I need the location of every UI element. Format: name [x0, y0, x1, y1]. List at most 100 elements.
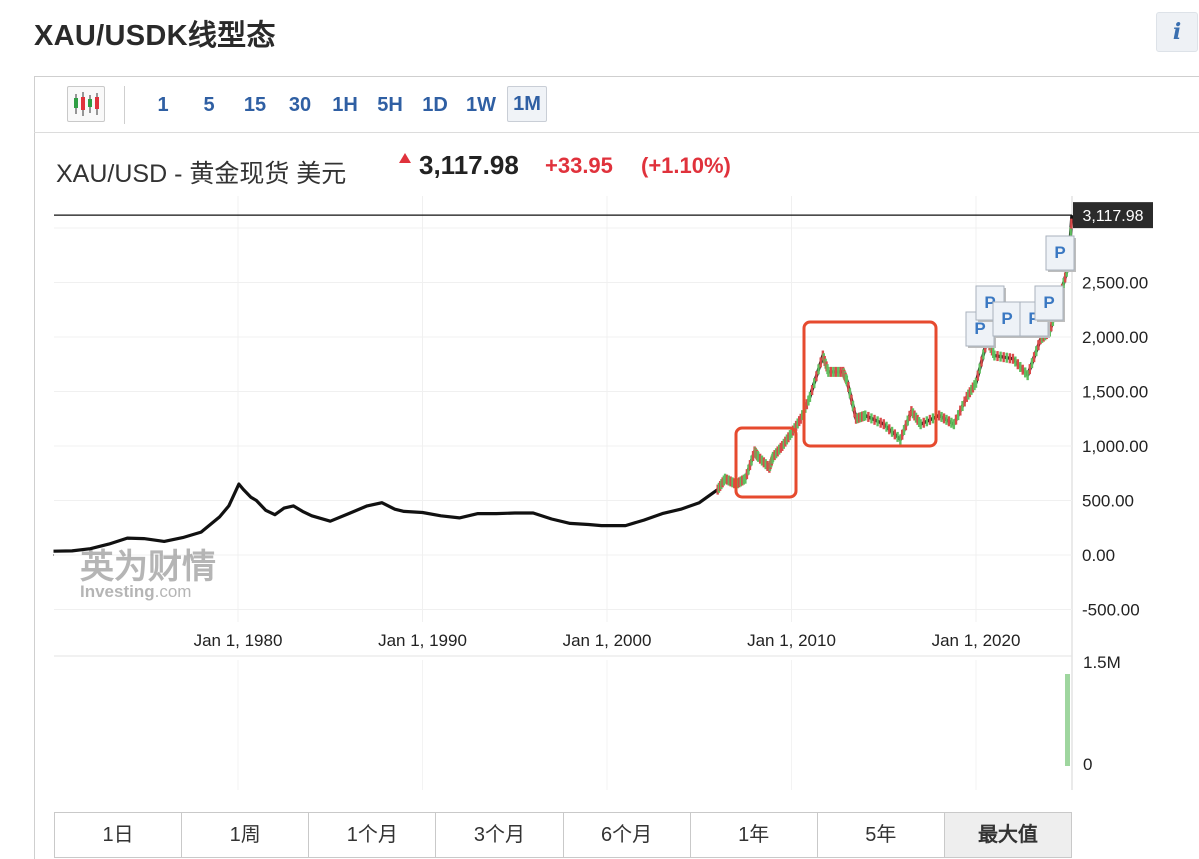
candle-body: [750, 455, 753, 466]
page-title: XAU/USDK线型态: [34, 20, 276, 52]
chart-grid: [54, 196, 1073, 790]
candle-body: [1026, 370, 1029, 381]
timeframe-30[interactable]: 30: [288, 94, 312, 116]
candle-body: [976, 370, 980, 381]
candle-body: [947, 416, 951, 427]
candle-body: [731, 477, 734, 488]
candle-body: [974, 377, 978, 388]
candle-body: [859, 412, 862, 423]
candle-body: [908, 410, 911, 421]
candle-body: [813, 378, 816, 389]
candle-body: [971, 382, 975, 393]
candle-body: [893, 429, 897, 440]
candle-body: [1002, 352, 1005, 363]
candle-body: [914, 412, 918, 423]
candle-body: [993, 350, 996, 361]
candle-body: [776, 446, 779, 457]
candle-body: [937, 410, 941, 421]
candle-body: [1035, 346, 1038, 357]
timeframe-1h[interactable]: 1H: [332, 94, 358, 116]
timeframe-1w[interactable]: 1W: [466, 94, 496, 116]
marker-label: P: [1001, 309, 1012, 328]
range-1w[interactable]: 1周: [182, 813, 310, 857]
candle-body: [845, 375, 849, 386]
candle-body: [890, 426, 894, 437]
volume-pane: 1.5M 0: [1065, 653, 1121, 774]
candle-body: [853, 407, 856, 418]
candle-body: [968, 387, 972, 398]
candle-body: [851, 401, 855, 412]
candle-body: [1063, 272, 1067, 283]
range-1y[interactable]: 1年: [690, 813, 818, 857]
candle-body: [996, 351, 999, 362]
candle-body: [867, 411, 870, 422]
candle-body: [911, 408, 915, 419]
candle-body: [916, 414, 919, 425]
candle-body: [723, 473, 727, 484]
y-tick-label: 1,000.00: [1082, 437, 1148, 456]
candle-body: [904, 420, 908, 431]
candle-body: [952, 419, 956, 430]
candle-body: [870, 413, 873, 424]
candle-body: [978, 363, 981, 374]
candle-body: [848, 388, 852, 399]
candle-body: [879, 417, 882, 428]
range-3m[interactable]: 3个月: [436, 813, 564, 857]
volume-tick-label: 0: [1083, 755, 1092, 774]
candle-body: [721, 477, 724, 488]
candle-body: [839, 366, 842, 377]
info-icon[interactable]: i: [1156, 12, 1198, 52]
timeframe-15[interactable]: 15: [243, 94, 267, 116]
candle-body: [810, 385, 814, 396]
candle-body: [720, 479, 723, 490]
candle-body: [1019, 361, 1022, 372]
highlight-boxes: [734, 320, 938, 499]
range-5y[interactable]: 5年: [817, 813, 945, 857]
candle-body: [982, 349, 985, 360]
candle-body: [808, 391, 812, 402]
candle-body: [1011, 353, 1015, 364]
watermark-cn: 英为财情: [80, 548, 216, 586]
candle-body: [758, 453, 762, 464]
candle-body: [922, 417, 925, 428]
candle-body: [885, 421, 888, 432]
y-tick-label: -500.00: [1082, 601, 1140, 620]
timeframe-5[interactable]: 5: [203, 94, 215, 116]
candle-body: [1024, 367, 1027, 378]
candle-body: [910, 406, 913, 417]
candle-body: [1050, 321, 1053, 332]
range-1d[interactable]: 1日: [55, 813, 183, 857]
range-max[interactable]: 最大值: [944, 813, 1071, 857]
candle-body: [1037, 340, 1040, 351]
candle-body: [961, 401, 964, 412]
candle-body: [787, 432, 790, 443]
highlight-box: [734, 426, 798, 499]
candle-body: [727, 475, 730, 486]
candle-body: [832, 366, 835, 377]
candle-body: [764, 459, 767, 470]
candle-body: [794, 420, 798, 431]
toolbar-divider: [124, 86, 125, 124]
candle-body: [784, 436, 787, 447]
range-6m[interactable]: 6个月: [563, 813, 691, 857]
price-series: [53, 214, 1074, 556]
candle-body: [888, 424, 891, 435]
price-change-percent: (+1.10%): [641, 153, 731, 178]
timeframe-1m[interactable]: 1M: [507, 86, 547, 122]
candle-body: [717, 482, 721, 493]
candle-body: [722, 475, 726, 486]
timeframe-1d[interactable]: 1D: [422, 94, 448, 116]
candle-body: [745, 469, 749, 480]
candle-body: [827, 366, 830, 377]
candle-body: [896, 431, 899, 442]
range-1m[interactable]: 1个月: [309, 813, 437, 857]
watermark-en: Investing.com: [80, 582, 191, 601]
candle-body: [729, 476, 732, 487]
last-price-badge: [1073, 202, 1153, 229]
timeframe-1[interactable]: 1: [157, 94, 169, 116]
timeframe-5h[interactable]: 5H: [377, 94, 403, 116]
candlestick-icon[interactable]: [67, 86, 105, 122]
candle-body: [801, 410, 804, 421]
highlight-box: [802, 320, 938, 448]
